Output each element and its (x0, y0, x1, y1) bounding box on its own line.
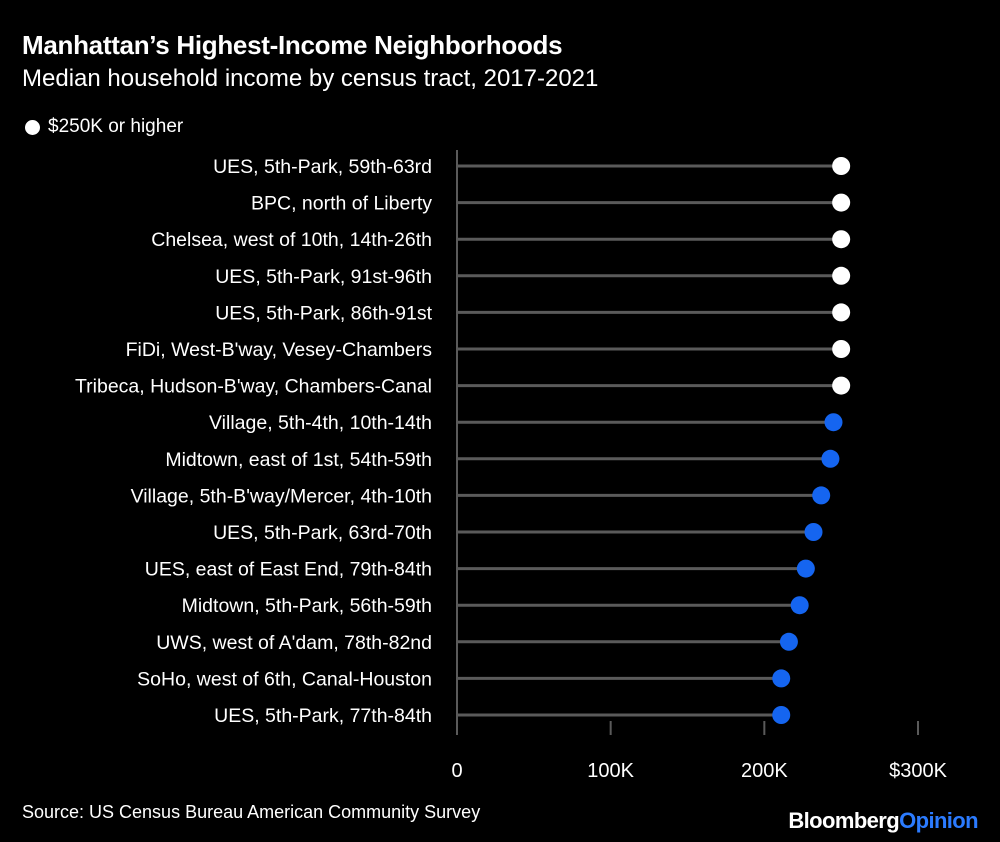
chart-subtitle: Median household income by census tract,… (22, 65, 599, 92)
chart-title: Manhattan’s Highest-Income Neighborhoods (22, 30, 563, 60)
lollipop-dot (772, 669, 791, 688)
legend: $250K or higher (22, 116, 183, 138)
brand-logo-main: Bloomberg (788, 808, 900, 833)
row-label: Village, 5th-B'way/Mercer, 4th-10th (131, 485, 432, 507)
row-label: Chelsea, west of 10th, 14th-26th (151, 229, 432, 251)
lollipop-dot (772, 706, 791, 724)
brand-logo-sub: Opinion (899, 808, 979, 833)
lollipop-dot (804, 523, 823, 541)
row-label: UES, 5th-Park, 63rd-70th (213, 522, 432, 544)
lollipop-dot-highlight (832, 193, 851, 212)
row-label: UES, 5th-Park, 77th-84th (214, 705, 432, 727)
row-label: SoHo, west of 6th, Canal-Houston (137, 668, 432, 690)
source-note: Source: US Census Bureau American Commun… (22, 802, 481, 822)
lollipop-dot-highlight (832, 303, 851, 322)
row-label: Midtown, east of 1st, 54th-59th (165, 449, 432, 471)
row-label: UES, east of East End, 79th-84th (145, 559, 432, 581)
lollipop-dot (779, 632, 798, 651)
lollipop-dot-highlight (832, 230, 851, 249)
x-tick-label: 200K (741, 760, 788, 782)
x-tick-label: 0 (451, 760, 462, 782)
lollipop-dot-highlight (832, 340, 851, 358)
row-label: UWS, west of A'dam, 78th-82nd (156, 632, 432, 654)
lollipop-dot (790, 596, 809, 615)
lollipop-dot-highlight (832, 266, 851, 285)
legend-marker-icon (25, 119, 40, 135)
row-label: UES, 5th-Park, 91st-96th (215, 266, 432, 288)
lollipop-dot-highlight (832, 157, 851, 175)
row-label: Village, 5th-4th, 10th-14th (209, 412, 432, 434)
row-label: BPC, north of Liberty (251, 193, 432, 215)
legend-label: $250K or higher (48, 116, 184, 137)
row-label: Midtown, 5th-Park, 56th-59th (182, 595, 432, 617)
row-label: UES, 5th-Park, 86th-91st (215, 302, 432, 324)
x-tick-label: $300K (889, 760, 947, 782)
lollipop-dot (812, 486, 831, 505)
lollipop-dot (824, 413, 843, 432)
row-label: FiDi, West-B'way, Vesey-Chambers (126, 339, 433, 361)
lollipop-dot (821, 449, 840, 468)
row-label: Tribeca, Hudson-B'way, Chambers-Canal (75, 376, 432, 398)
brand-logo: BloombergOpinion (788, 808, 978, 834)
lollipop-dot (796, 559, 815, 578)
row-label: UES, 5th-Park, 59th-63rd (213, 156, 432, 178)
lollipop-dot-highlight (832, 376, 851, 395)
x-tick-label: 100K (587, 760, 634, 782)
